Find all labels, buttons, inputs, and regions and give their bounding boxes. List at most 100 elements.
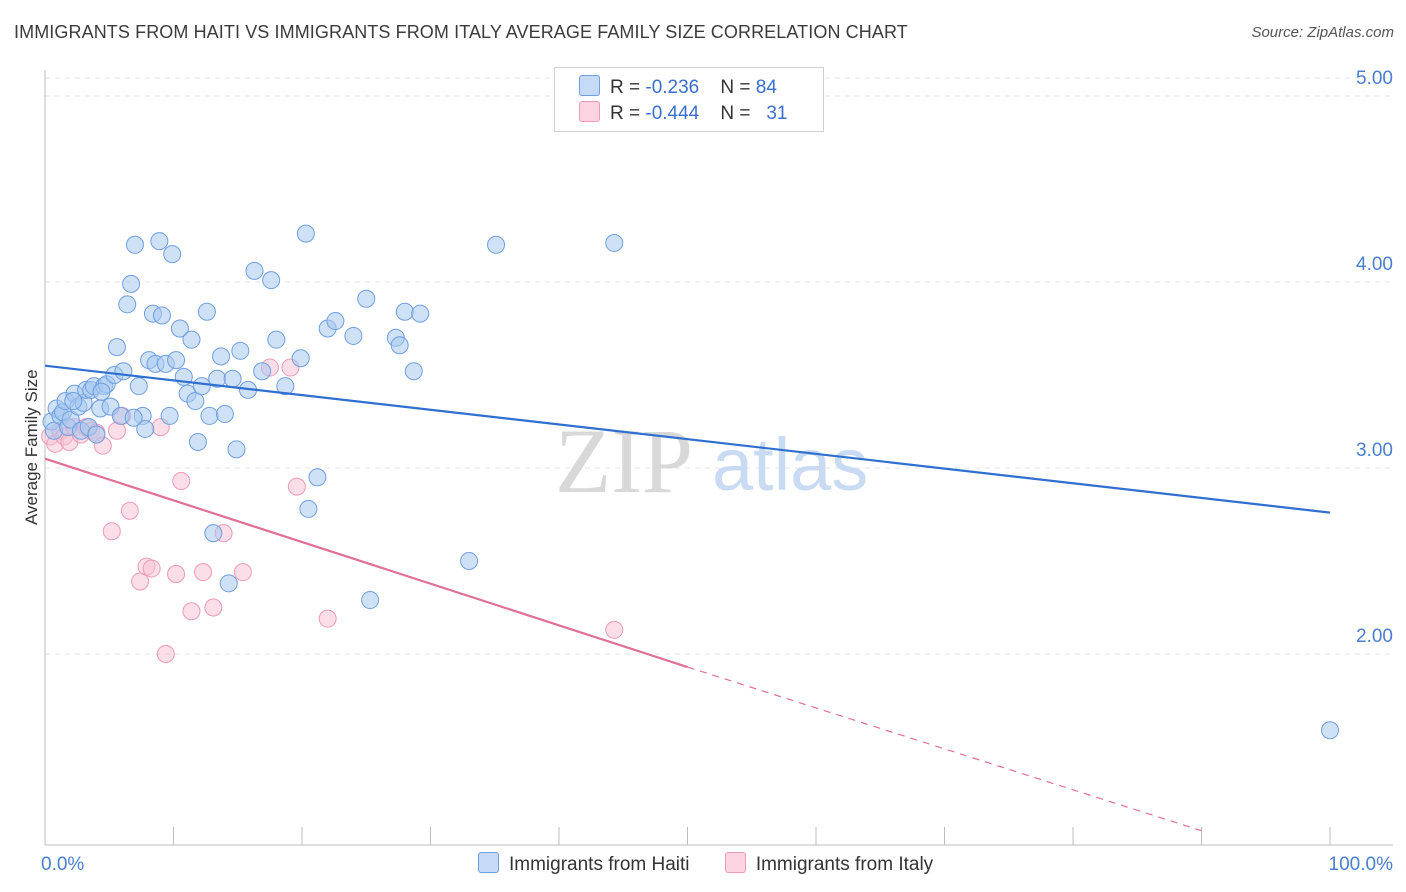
- haiti-point: [276, 377, 295, 396]
- haiti-point: [390, 336, 409, 355]
- haiti-point: [186, 392, 205, 411]
- legend-italy-label: Immigrants from Italy: [755, 854, 934, 875]
- haiti-point: [411, 304, 430, 323]
- italy-point: [156, 645, 175, 663]
- haiti-point: [150, 232, 169, 251]
- haiti-point: [188, 432, 207, 451]
- legend-italy-swatch: [724, 852, 746, 873]
- haiti-point: [163, 245, 182, 264]
- haiti-point: [262, 271, 281, 290]
- italy-r-label: R =: [610, 103, 646, 124]
- haiti-point: [344, 326, 363, 345]
- haiti-point: [1321, 721, 1339, 740]
- haiti-point: [361, 591, 380, 610]
- haiti-point: [296, 224, 315, 243]
- haiti-point: [87, 425, 106, 444]
- haiti-point: [197, 302, 216, 321]
- haiti-point: [227, 440, 246, 459]
- stats-row-italy: R = -0.444 N = 31: [579, 101, 787, 127]
- haiti-point: [231, 341, 250, 360]
- italy-point: [605, 620, 624, 639]
- haiti-point: [245, 261, 264, 280]
- haiti-point: [291, 349, 310, 368]
- italy-swatch: [579, 101, 600, 122]
- haiti-n-value: 84: [755, 77, 777, 98]
- haiti-point: [129, 377, 148, 396]
- haiti-point: [192, 377, 211, 396]
- haiti-point: [92, 382, 111, 401]
- haiti-point: [404, 362, 423, 381]
- haiti-point: [326, 312, 345, 331]
- haiti-point: [212, 347, 231, 366]
- haiti-point: [357, 289, 376, 308]
- watermark-atlas: atlas: [712, 423, 868, 506]
- haiti-n-label: N =: [720, 77, 756, 98]
- haiti-point: [204, 524, 223, 543]
- haiti-point: [219, 574, 238, 593]
- haiti-point: [605, 233, 624, 252]
- haiti-point: [124, 408, 143, 427]
- trend-lines: [44, 364, 1331, 832]
- haiti-point: [114, 362, 133, 381]
- watermark: ZIP atlas: [555, 410, 868, 512]
- x-tick-label-max: 100.0%: [1329, 854, 1394, 875]
- haiti-point: [64, 392, 83, 411]
- italy-point: [131, 572, 150, 591]
- haiti-point: [160, 406, 179, 425]
- haiti-point: [167, 351, 186, 370]
- italy-point: [102, 522, 121, 541]
- tick-labels: 2.00 3.00 4.00 5.00 0.0% 100.0%: [41, 68, 1393, 875]
- italy-r-value: -0.444: [645, 103, 700, 124]
- haiti-r-value: -0.236: [645, 77, 700, 98]
- haiti-point: [107, 338, 126, 357]
- haiti-point: [182, 330, 201, 349]
- haiti-point: [253, 362, 272, 381]
- haiti-point: [136, 419, 155, 438]
- haiti-point: [125, 235, 144, 254]
- haiti-point: [395, 302, 414, 321]
- series-haiti-points: [42, 224, 1339, 740]
- haiti-point: [152, 306, 171, 325]
- haiti-point: [460, 552, 479, 570]
- haiti-point: [122, 274, 141, 293]
- x-tick-label-min: 0.0%: [41, 854, 84, 875]
- y-tick-label: 4.00: [1356, 254, 1393, 275]
- haiti-point: [487, 235, 506, 254]
- haiti-point: [200, 406, 219, 425]
- stats-legend-box: R = -0.236 N = 84 R = -0.444 N = 31: [554, 67, 824, 132]
- legend-haiti-label: Immigrants from Haiti: [509, 854, 690, 875]
- italy-point: [172, 472, 191, 491]
- haiti-point: [308, 468, 327, 487]
- stats-row-haiti: R = -0.236 N = 84: [579, 75, 777, 101]
- y-tick-label: 2.00: [1356, 626, 1393, 647]
- italy-point: [120, 501, 139, 520]
- italy-trend-line: [44, 457, 688, 669]
- italy-point: [233, 563, 252, 582]
- source-label: Source: ZipAtlas.com: [1251, 24, 1394, 41]
- axes: [44, 70, 1393, 846]
- haiti-swatch: [579, 75, 600, 96]
- italy-point: [167, 565, 186, 584]
- legend: Immigrants from Haiti Immigrants from It…: [478, 852, 963, 876]
- haiti-point: [215, 405, 234, 424]
- italy-point: [204, 598, 223, 617]
- italy-n-label: N =: [720, 103, 756, 124]
- italy-n-value: 31: [766, 103, 788, 124]
- italy-point: [194, 563, 213, 582]
- italy-point: [182, 602, 201, 621]
- haiti-point: [267, 330, 286, 349]
- haiti-point: [118, 295, 137, 314]
- chart-title: IMMIGRANTS FROM HAITI VS IMMIGRANTS FROM…: [14, 22, 908, 42]
- legend-item-italy: Immigrants from Italy: [724, 852, 934, 876]
- haiti-point: [299, 499, 318, 518]
- italy-point: [318, 609, 337, 628]
- italy-point: [287, 477, 306, 496]
- italy-trend-extension: [687, 666, 1202, 832]
- haiti-trend-line: [44, 364, 1331, 514]
- legend-haiti-swatch: [478, 852, 499, 873]
- italy-point: [142, 559, 161, 578]
- y-tick-label: 3.00: [1356, 440, 1393, 461]
- haiti-point: [223, 369, 242, 388]
- haiti-point: [170, 319, 189, 338]
